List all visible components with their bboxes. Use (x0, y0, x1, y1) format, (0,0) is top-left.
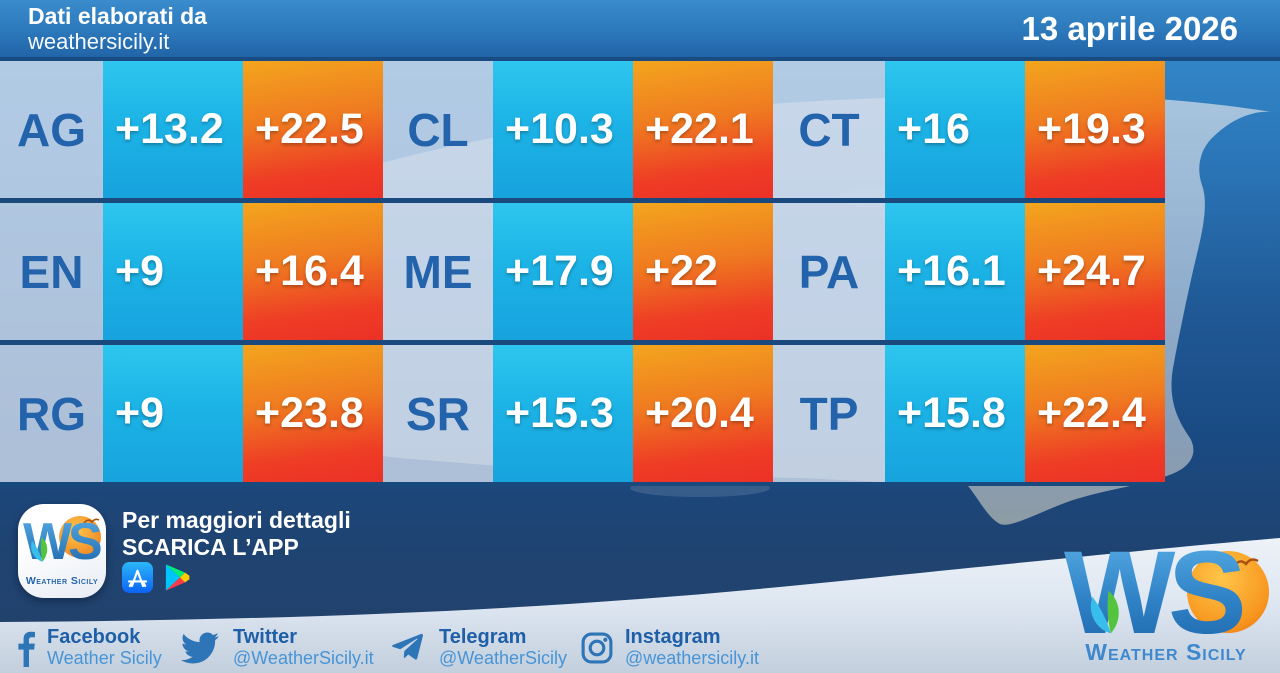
promo-line-2: SCARICA L’APP (122, 534, 299, 560)
brand-monogram-s: S (1168, 536, 1247, 659)
province-label: RG (0, 345, 103, 482)
social-handle: @weathersicily.it (625, 648, 759, 668)
badge-monogram-s: S (68, 513, 103, 571)
badge-caption: Weather Sicily (26, 575, 98, 587)
min-temp-value: +10.3 (493, 61, 633, 198)
row-separator (0, 198, 1165, 203)
max-temp-value: +22.5 (243, 61, 383, 198)
province-group-sr: SR +15.3 +20.4 (383, 345, 773, 482)
grid-row-1: AG +13.2 +22.5 CL +10.3 +22.1 CT +16 +19… (0, 61, 1165, 198)
credit-line-1: Dati elaborati da (28, 2, 207, 29)
social-handle: Weather Sicily (47, 648, 162, 668)
min-temp-value: +13.2 (103, 61, 243, 198)
bird-icon (1233, 558, 1259, 567)
app-store-icon[interactable] (122, 562, 153, 593)
sun-icon (1187, 551, 1269, 633)
min-temp-value: +9 (103, 203, 243, 340)
province-label: PA (773, 203, 885, 340)
province-label: ME (383, 203, 493, 340)
min-temp-value: +15.3 (493, 345, 633, 482)
min-temp-value: +16 (885, 61, 1025, 198)
province-label: TP (773, 345, 885, 482)
grid-row-2: EN +9 +16.4 ME +17.9 +22 PA +16.1 +24.7 (0, 203, 1165, 340)
min-temp-value: +9 (103, 345, 243, 482)
facebook-icon (18, 631, 35, 667)
social-instagram[interactable]: Instagram @weathersicily.it (580, 627, 759, 669)
header-bar: Dati elaborati da weathersicily.it 13 ap… (0, 0, 1280, 61)
province-group-pa: PA +16.1 +24.7 (773, 203, 1165, 340)
twitter-icon (181, 632, 219, 664)
province-group-cl: CL +10.3 +22.1 (383, 61, 773, 198)
province-label: CT (773, 61, 885, 198)
telegram-icon (392, 633, 423, 660)
instagram-icon (581, 632, 613, 664)
social-handle: @WeatherSicily.it (233, 648, 374, 668)
province-label: AG (0, 61, 103, 198)
province-group-tp: TP +15.8 +22.4 (773, 345, 1165, 482)
row-separator (0, 340, 1165, 345)
max-temp-value: +19.3 (1025, 61, 1165, 198)
brand-monogram-w: W (1064, 536, 1176, 659)
footer-light-area (0, 538, 1280, 673)
province-group-ag: AG +13.2 +22.5 (0, 61, 383, 198)
social-handle: @WeatherSicily (439, 648, 567, 668)
promo-line-1: Per maggiori dettagli (122, 507, 351, 533)
store-badges (122, 562, 193, 593)
grid-row-3: RG +9 +23.8 SR +15.3 +20.4 TP +15.8 +22.… (0, 345, 1165, 482)
promo-text: Per maggiori dettagli SCARICA L’APP (122, 507, 351, 561)
max-temp-value: +16.4 (243, 203, 383, 340)
social-network-name: Instagram (625, 626, 721, 648)
badge-monogram-w: W (23, 513, 73, 571)
social-twitter[interactable]: Twitter @WeatherSicily.it (178, 627, 374, 669)
province-label: EN (0, 203, 103, 340)
leaf-icon (31, 537, 48, 562)
data-credit: Dati elaborati da weathersicily.it (28, 2, 207, 54)
social-network-name: Facebook (47, 626, 141, 648)
brand-caption: Weather Sicily (1085, 639, 1246, 665)
social-network-name: Twitter (233, 626, 298, 648)
leaf-icon (1090, 590, 1119, 634)
social-bar: Facebook Weather Sicily Twitter @Weather… (0, 622, 1280, 673)
min-temp-value: +16.1 (885, 203, 1025, 340)
app-badge: W S Weather Sicily (18, 504, 106, 598)
date-label: 13 aprile 2026 (1021, 9, 1239, 47)
google-play-icon[interactable] (162, 562, 193, 593)
max-temp-value: +20.4 (633, 345, 773, 482)
ws-app-logo: W S Weather Sicily (23, 513, 103, 587)
brand-logo: W S Weather Sicily (1058, 527, 1276, 673)
province-group-rg: RG +9 +23.8 (0, 345, 383, 482)
bird-icon (83, 518, 100, 524)
max-temp-value: +22 (633, 203, 773, 340)
max-temp-value: +23.8 (243, 345, 383, 482)
social-telegram[interactable]: Telegram @WeatherSicily (388, 627, 567, 669)
province-label: CL (383, 61, 493, 198)
temperature-grid: AG +13.2 +22.5 CL +10.3 +22.1 CT +16 +19… (0, 61, 1165, 486)
province-group-ct: CT +16 +19.3 (773, 61, 1165, 198)
max-temp-value: +24.7 (1025, 203, 1165, 340)
min-temp-value: +15.8 (885, 345, 1025, 482)
credit-line-2: weathersicily.it (28, 28, 170, 54)
social-facebook[interactable]: Facebook Weather Sicily (16, 627, 162, 669)
sun-icon (59, 516, 101, 558)
ws-brand-logo: W S Weather Sicily (1064, 527, 1269, 665)
province-group-en: EN +9 +16.4 (0, 203, 383, 340)
province-label: SR (383, 345, 493, 482)
max-temp-value: +22.4 (1025, 345, 1165, 482)
social-network-name: Telegram (439, 626, 527, 648)
max-temp-value: +22.1 (633, 61, 773, 198)
grid-bottom-border (0, 482, 1165, 486)
min-temp-value: +17.9 (493, 203, 633, 340)
province-group-me: ME +17.9 +22 (383, 203, 773, 340)
